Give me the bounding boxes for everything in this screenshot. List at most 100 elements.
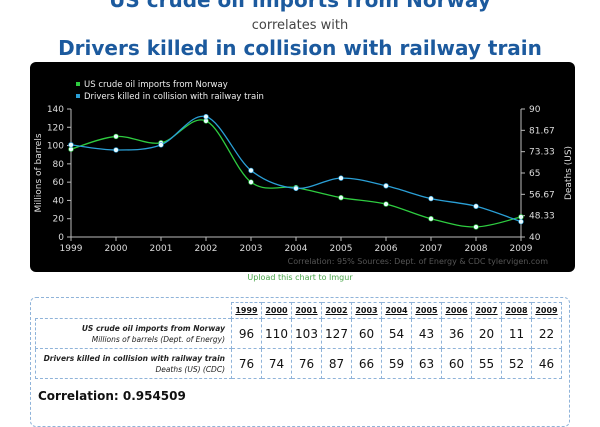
data-table: 1999 2000 2001 2002 2003 2004 2005 2006 2007 2008… bbox=[35, 302, 562, 379]
table-year-header: 2004 bbox=[381, 302, 412, 319]
series-line-2 bbox=[70, 115, 522, 223]
series-1-point bbox=[113, 133, 119, 140]
series-2-point bbox=[383, 183, 389, 189]
chart-title-series1: US crude oil imports from Norway bbox=[109, 0, 491, 12]
series-2-point bbox=[68, 142, 74, 148]
table-year-header: 2008 bbox=[501, 302, 532, 319]
table-cell: 52 bbox=[501, 348, 532, 379]
table-row: Drivers killed in collision with railway… bbox=[35, 348, 562, 379]
y-right-tick-label: 56.67 bbox=[529, 190, 555, 200]
legend-swatch-2 bbox=[76, 94, 80, 98]
y-left-tick-label: 140 bbox=[47, 105, 64, 115]
table-cell: 87 bbox=[321, 348, 352, 379]
table-cell: 55 bbox=[471, 348, 502, 379]
y-left-tick-label: 20 bbox=[53, 215, 65, 225]
y-left-tick-label: 40 bbox=[53, 196, 65, 206]
table-cell: 20 bbox=[471, 318, 502, 349]
series-2-point bbox=[338, 175, 344, 181]
table-row-title: Drivers killed in collision with railway… bbox=[43, 353, 225, 363]
line-chart: 0 20 40 60 80 100 120 140 40 48.33 56.67 65 73.33 81.… bbox=[34, 80, 574, 266]
table-cell: 59 bbox=[381, 348, 412, 379]
table-row-label: Drivers killed in collision with railway… bbox=[35, 348, 232, 379]
series-1-point bbox=[383, 201, 389, 207]
y-right-tick-label: 90 bbox=[529, 105, 541, 115]
table-cell: 36 bbox=[441, 318, 472, 349]
y-left-tick-label: 100 bbox=[47, 142, 64, 152]
table-year-header: 2009 bbox=[531, 302, 562, 319]
table-corner-cell bbox=[36, 303, 232, 319]
table-cell: 127 bbox=[321, 318, 352, 349]
series-1-point bbox=[338, 194, 344, 201]
x-tick-label: 2008 bbox=[465, 244, 488, 254]
table-cell: 76 bbox=[291, 348, 322, 379]
table-year-header: 2005 bbox=[411, 302, 442, 319]
y-right-tick-label: 65 bbox=[529, 169, 540, 179]
table-year-header: 2002 bbox=[321, 302, 352, 319]
series-2-point bbox=[293, 185, 299, 192]
table-year-header: 1999 bbox=[231, 302, 262, 319]
series-2-point bbox=[473, 203, 479, 209]
y-left-tick-label: 80 bbox=[53, 160, 65, 170]
x-tick-label: 2000 bbox=[105, 244, 128, 254]
x-tick-label: 1999 bbox=[60, 244, 83, 254]
y-right-tick-label: 73.33 bbox=[529, 148, 555, 158]
x-tick-label: 2002 bbox=[195, 244, 218, 254]
series-2-point bbox=[113, 147, 119, 153]
series-1-point bbox=[428, 216, 434, 222]
table-year-header: 2007 bbox=[471, 302, 502, 319]
y-left-tick-label: 0 bbox=[58, 233, 64, 243]
x-tick-label: 2004 bbox=[285, 244, 308, 254]
series-1-point bbox=[473, 224, 479, 230]
table-cell: 11 bbox=[501, 318, 532, 349]
series-2-point bbox=[158, 142, 164, 148]
x-tick-label: 2003 bbox=[240, 244, 263, 254]
y-right-tick-label: 40 bbox=[529, 233, 541, 243]
legend-label-2: Drivers killed in collision with railway… bbox=[84, 92, 264, 102]
x-tick-label: 2001 bbox=[150, 244, 173, 254]
table-year-header: 2001 bbox=[291, 302, 322, 319]
y-right-tick-label: 81.67 bbox=[529, 126, 555, 136]
table-cell: 43 bbox=[411, 318, 442, 349]
legend-label-1: US crude oil imports from Norway bbox=[84, 80, 228, 90]
series-line-1 bbox=[70, 119, 522, 228]
table-row-title: US crude oil imports from Norway bbox=[81, 323, 225, 333]
data-table-panel: 1999 2000 2001 2002 2003 2004 2005 2006 2007 2008… bbox=[30, 297, 570, 427]
y-left-tick-label: 60 bbox=[53, 178, 65, 188]
table-cell: 46 bbox=[531, 348, 562, 379]
table-cell: 63 bbox=[411, 348, 442, 379]
x-tick-label: 2007 bbox=[420, 244, 443, 254]
table-year-header: 2003 bbox=[351, 302, 382, 319]
legend-swatch-1 bbox=[76, 82, 80, 86]
correlation-value: Correlation: 0.954509 bbox=[38, 389, 186, 403]
series-2-point bbox=[518, 218, 524, 225]
upload-link[interactable]: Upload this chart to Imgur bbox=[247, 273, 353, 282]
chart-title-series2: Drivers killed in collision with railway… bbox=[58, 36, 542, 60]
series-2-point bbox=[428, 195, 434, 202]
table-row: US crude oil imports from Norway Millions… bbox=[35, 318, 562, 349]
table-cell: 66 bbox=[351, 348, 382, 379]
y-axis-left-label: Millions of barrels bbox=[34, 133, 44, 212]
series-1-point bbox=[518, 214, 524, 220]
table-cell: 22 bbox=[531, 318, 562, 349]
y-left-tick-label: 120 bbox=[47, 123, 64, 133]
x-tick-label: 2006 bbox=[375, 244, 398, 254]
y-right-tick-label: 48.33 bbox=[529, 212, 555, 222]
chart-credits: Correlation: 95% Sources: Dept. of Energ… bbox=[288, 257, 549, 266]
table-cell: 76 bbox=[231, 348, 262, 379]
table-cell: 60 bbox=[351, 318, 382, 349]
title-connector: correlates with bbox=[251, 18, 349, 33]
x-tick-label: 2009 bbox=[510, 244, 533, 254]
table-cell: 74 bbox=[261, 348, 292, 379]
table-cell: 110 bbox=[261, 318, 292, 349]
series-2-point bbox=[203, 113, 209, 120]
table-cell: 54 bbox=[381, 318, 412, 349]
table-row-label: US crude oil imports from Norway Millions… bbox=[35, 318, 232, 349]
table-row-sublabel: Millions of barrels (Dept. of Energy) bbox=[91, 334, 225, 344]
table-year-header: 2006 bbox=[441, 302, 472, 319]
series-1-point bbox=[248, 179, 254, 185]
series-1-point bbox=[68, 146, 74, 152]
chart-panel: 0 20 40 60 80 100 120 140 40 48.33 56.67 65 73.33 81.… bbox=[30, 62, 575, 272]
series-2-point bbox=[248, 167, 254, 174]
table-row-sublabel: Deaths (US) (CDC) bbox=[155, 364, 225, 374]
table-cell: 96 bbox=[231, 318, 262, 349]
